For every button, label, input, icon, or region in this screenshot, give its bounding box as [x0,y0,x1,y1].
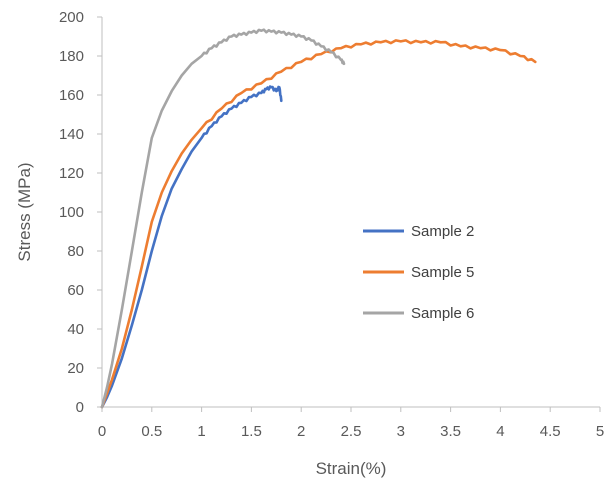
x-tick-label: 1.5 [241,423,262,440]
x-axis-ticks: 0 0.5 1 1.5 2 2.5 3 3.5 4 4.5 5 [98,407,604,440]
y-tick-label: 0 [76,399,84,416]
x-tick-label: 1 [197,423,205,440]
x-tick-label: 4.5 [540,423,561,440]
x-tick-label: 0.5 [141,423,162,440]
x-tick-label: 4 [496,423,504,440]
y-tick-label: 80 [67,243,84,260]
y-tick-label: 40 [67,321,84,338]
y-tick-label: 20 [67,360,84,377]
y-tick-label: 160 [59,87,84,104]
legend: Sample 2 Sample 5 Sample 6 [363,223,474,322]
y-tick-label: 60 [67,282,84,299]
x-tick-label: 3 [397,423,405,440]
x-axis-title: Strain(%) [316,459,387,478]
y-axis-title: Stress (MPa) [15,162,34,261]
x-tick-label: 3.5 [440,423,461,440]
y-tick-label: 180 [59,48,84,65]
series-line-2 [100,39,537,409]
series-line-1 [100,85,283,409]
legend-label: Sample 6 [411,305,474,322]
series-lines [100,28,537,409]
legend-label: Sample 5 [411,264,474,281]
y-axis-ticks: 0 20 40 60 80 100 120 140 160 180 200 [59,9,102,416]
x-tick-label: 5 [596,423,604,440]
series-line-3 [100,28,346,409]
x-tick-label: 2.5 [341,423,362,440]
x-tick-label: 0 [98,423,106,440]
legend-label: Sample 2 [411,223,474,240]
y-tick-label: 200 [59,9,84,26]
y-tick-label: 120 [59,165,84,182]
y-tick-label: 140 [59,126,84,143]
y-tick-label: 100 [59,204,84,221]
x-tick-label: 2 [297,423,305,440]
